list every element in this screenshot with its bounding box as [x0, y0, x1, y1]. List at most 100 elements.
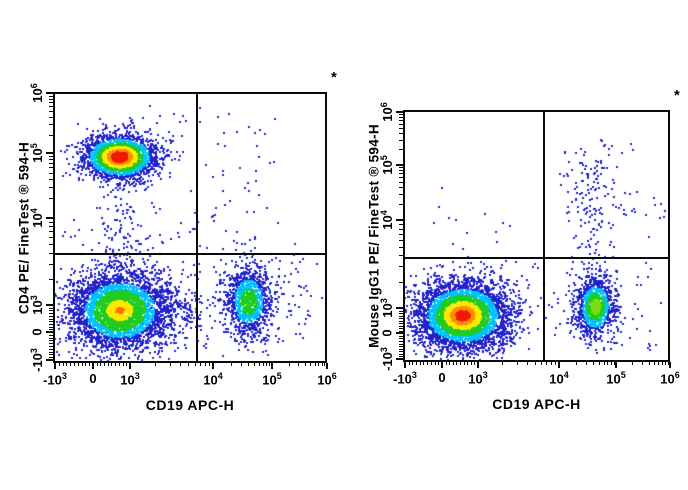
density-dots-canvas — [405, 112, 668, 360]
axis-tick-mark — [399, 117, 403, 118]
axis-tick-mark — [126, 363, 127, 366]
axis-tick-mark — [49, 237, 53, 238]
axis-tick-mark — [49, 106, 53, 107]
axis-tick-mark — [49, 187, 53, 188]
axis-tick-mark — [399, 224, 403, 225]
axis-tick-mark — [399, 114, 403, 115]
x-tick-label: 105 — [262, 371, 282, 388]
x-tick-label: -103 — [43, 371, 67, 388]
significance-asterisk: * — [331, 69, 337, 86]
axis-tick-mark — [399, 351, 403, 352]
axis-tick-mark — [200, 363, 201, 366]
axis-tick-mark — [70, 363, 71, 366]
quadrant-gate-horizontal-line — [405, 257, 668, 259]
axis-tick-mark — [464, 362, 465, 365]
axis-tick-mark — [298, 363, 299, 366]
axis-tick-mark — [231, 363, 232, 366]
axis-tick-mark — [46, 92, 53, 94]
plot-area — [53, 92, 327, 363]
axis-tick-mark — [399, 349, 403, 350]
axis-tick-mark — [412, 362, 413, 365]
axis-tick-mark — [399, 316, 403, 317]
axis-tick-mark — [49, 327, 53, 328]
axis-tick-mark — [669, 362, 671, 368]
axis-tick-mark — [322, 363, 323, 366]
axis-tick-mark — [399, 177, 403, 178]
axis-tick-mark — [431, 362, 432, 365]
axis-tick-mark — [115, 363, 116, 366]
axis-tick-mark — [85, 363, 86, 366]
axis-tick-mark — [615, 362, 617, 368]
axis-tick-mark — [593, 362, 594, 365]
axis-tick-mark — [399, 229, 403, 230]
axis-tick-mark — [517, 362, 518, 365]
axis-tick-mark — [49, 99, 53, 100]
axis-tick-mark — [188, 363, 189, 366]
axis-tick-mark — [49, 338, 53, 339]
axis-tick-mark — [399, 182, 403, 183]
x-tick-label: -103 — [393, 370, 417, 387]
axis-tick-mark — [49, 264, 53, 265]
axis-tick-mark — [399, 140, 403, 141]
axis-tick-mark — [576, 362, 577, 365]
axis-tick-mark — [49, 117, 53, 118]
y-tick-label: 105 — [378, 155, 396, 175]
axis-tick-mark — [399, 331, 403, 332]
axis-tick-mark — [396, 307, 403, 309]
y-tick-label: 106 — [378, 102, 396, 122]
axis-tick-mark — [399, 133, 403, 134]
x-tick-label: 103 — [468, 370, 488, 387]
axis-tick-mark — [399, 194, 403, 195]
axis-tick-mark — [49, 253, 53, 254]
axis-tick-mark — [502, 362, 503, 365]
axis-tick-mark — [399, 336, 403, 337]
axis-tick-mark — [108, 363, 109, 366]
axis-tick-mark — [180, 363, 181, 366]
axis-tick-mark — [420, 362, 421, 365]
x-tick-label: 105 — [606, 370, 626, 387]
axis-tick-mark — [399, 341, 403, 342]
y-tick-label: 104 — [378, 210, 396, 230]
y-tick-label: -103 — [378, 347, 396, 371]
axis-tick-mark — [399, 323, 403, 324]
axis-tick-mark — [467, 362, 468, 365]
axis-tick-mark — [399, 321, 403, 322]
axis-tick-mark — [396, 358, 403, 360]
x-tick-label: 0 — [438, 370, 446, 385]
axis-tick-mark — [399, 326, 403, 327]
axis-tick-mark — [254, 363, 255, 366]
axis-tick-mark — [399, 187, 403, 188]
axis-tick-mark — [611, 362, 612, 365]
axis-tick-mark — [49, 102, 53, 103]
axis-tick-mark — [49, 179, 53, 180]
axis-tick-mark — [471, 362, 472, 365]
axis-tick-mark — [155, 363, 156, 366]
axis-tick-mark — [399, 204, 403, 205]
axis-tick-mark — [49, 173, 53, 174]
axis-tick-mark — [259, 363, 260, 366]
quadrant-gate-vertical-line — [196, 94, 198, 361]
axis-tick-mark — [399, 170, 403, 171]
axis-tick-mark — [558, 362, 560, 368]
axis-tick-mark — [49, 226, 53, 227]
axis-tick-mark — [49, 279, 53, 280]
axis-tick-mark — [460, 362, 461, 365]
axis-tick-mark — [123, 363, 124, 366]
axis-tick-mark — [399, 167, 403, 168]
axis-tick-mark — [49, 198, 53, 199]
axis-tick-mark — [46, 217, 53, 219]
axis-tick-mark — [399, 173, 403, 174]
axis-tick-mark — [49, 124, 53, 125]
axis-tick-mark — [396, 164, 403, 166]
axis-tick-mark — [49, 321, 53, 322]
axis-tick-mark — [49, 308, 53, 309]
axis-tick-mark — [49, 340, 53, 341]
axis-tick-mark — [49, 231, 53, 232]
x-tick-label: 106 — [660, 370, 680, 387]
axis-tick-mark — [665, 362, 666, 365]
axis-tick-mark — [49, 335, 53, 336]
axis-tick-mark — [435, 362, 436, 365]
axis-tick-mark — [49, 159, 53, 160]
axis-tick-mark — [409, 362, 410, 365]
